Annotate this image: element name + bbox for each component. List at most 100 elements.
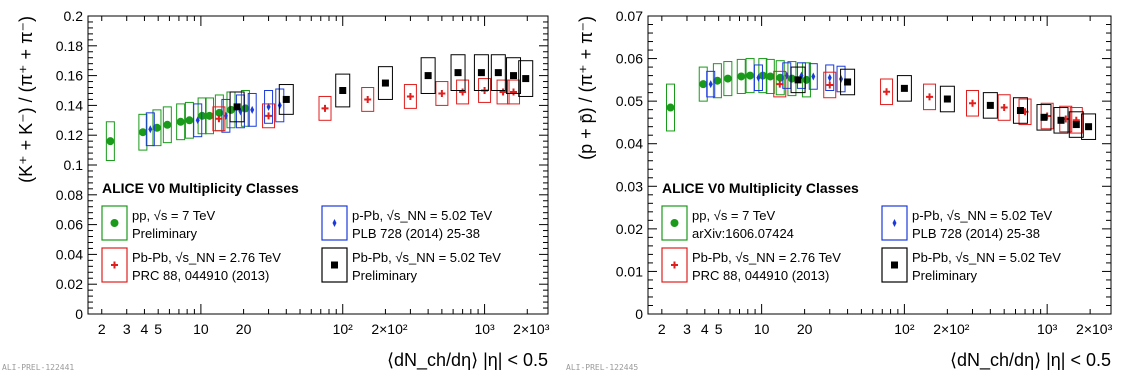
x-tick-label: 20 [797,321,813,337]
data-point [106,137,115,146]
legend-title: ALICE V0 Multiplicity Classes [662,180,859,196]
data-point [969,99,977,107]
data-point [138,128,147,137]
legend-marker-box [881,247,908,283]
data-point [811,72,816,81]
x-tick-label: 4 [701,321,709,337]
syst-box [507,79,521,105]
legend-label: pp, √s = 7 TeV [132,208,215,223]
syst-box [1053,107,1069,134]
y-tick-label: 0.2 [64,8,84,24]
data-point [1040,113,1048,121]
data-point [986,101,994,109]
syst-box [377,66,393,100]
data-point [477,69,485,77]
syst-box [145,112,155,147]
legend: ALICE V0 Multiplicity Classes pp, √s = 7 … [661,180,1061,283]
legend-marker [671,261,678,269]
data-point [737,72,746,81]
syst-box [1069,107,1083,134]
x-tick-label: 2×10² [933,321,970,337]
y-tick-label: 0.05 [616,93,643,109]
data-point [215,115,223,123]
data-point [233,103,241,111]
syst-box [450,54,466,91]
data-point [1072,121,1080,129]
syst-box [518,60,534,97]
legend-label: Pb-Pb, √s_NN = 2.76 TeV [132,250,281,265]
figure-tag: ALI-PREL-122445 [566,363,638,372]
data-point [776,73,785,82]
plot-frame [647,15,1112,315]
chart-panel-2: 0 0.01 0.02 0.03 0.04 0.05 0.06 0.07 2 3 4 5 10 20 10²… [566,8,1113,372]
x-tick-label: 2 [658,321,666,337]
legend-marker [670,219,679,227]
x-tick-label: 2×10² [371,321,408,337]
data-point [176,117,185,126]
data-point [499,88,507,96]
syst-box [247,92,257,127]
syst-box [361,87,375,112]
legend-reference: Preliminary [912,268,978,283]
legend-marker [332,219,337,227]
y-tick-label: 0.01 [616,263,643,279]
x-tick-label: 3 [123,321,131,337]
series-ppb [145,88,285,147]
data-point [708,80,713,89]
syst-box [435,81,449,106]
x-tick-label: 20 [236,321,252,337]
syst-box [1012,97,1028,124]
legend-label: Pb-Pb, √s_NN = 5.02 TeV [352,250,501,265]
legend-label: Pb-Pb, √s_NN = 2.76 TeV [692,250,841,265]
legend-marker-box [661,205,688,241]
x-tick-label: 10² [333,321,354,337]
data-point [1000,104,1008,112]
data-point [522,75,530,83]
data-point [282,95,290,103]
data-point [381,79,389,87]
legend-marker-box [661,247,688,283]
y-tick-label: 0.14 [56,97,83,113]
syst-box [335,73,351,108]
syst-box [264,90,274,124]
x-tick-label: 10³ [1037,321,1058,337]
syst-box [318,95,332,121]
syst-box [966,90,980,117]
y-tick-label: 0.02 [56,276,83,292]
chart-panel-1: 0 0.02 0.04 0.06 0.08 0.1 0.12 0.14 0.16 0.18 0.2 2… [2,8,550,372]
data-point [163,120,172,129]
data-point [339,87,347,94]
legend-label: Pb-Pb, √s_NN = 5.02 TeV [912,250,1061,265]
data-point [1016,107,1024,115]
syst-box [706,70,716,98]
data-point [265,112,273,120]
legend-reference: PLB 728 (2014) 25-38 [912,226,1040,241]
syst-box [456,79,470,105]
x-tick-label: 4 [141,321,149,337]
syst-box [982,92,998,119]
syst-box [896,75,912,102]
data-point [321,104,329,112]
data-point [900,84,908,92]
data-point [494,69,502,77]
legend-marker [111,261,118,269]
series-pbpb276 [212,78,521,132]
syst-box [880,78,894,106]
legend-label: pp, √s = 7 TeV [692,208,775,223]
syst-box [939,85,955,113]
data-point [699,80,708,89]
series-pbpb502 [790,66,1097,140]
syst-box [496,79,510,105]
y-tick-label: 0.07 [616,8,643,24]
x-axis-title: ⟨dN_ch/dη⟩ |η| < 0.5 [387,350,548,371]
data-point [226,105,235,114]
legend-label: p-Pb, √s_NN = 5.02 TeV [352,208,493,223]
data-point [185,116,194,125]
syst-box [506,57,522,94]
y-tick-label: 0.04 [56,246,83,262]
syst-box [490,54,506,91]
data-point [1085,123,1093,131]
syst-box [823,71,837,99]
x-tick-label: 5 [154,321,162,337]
